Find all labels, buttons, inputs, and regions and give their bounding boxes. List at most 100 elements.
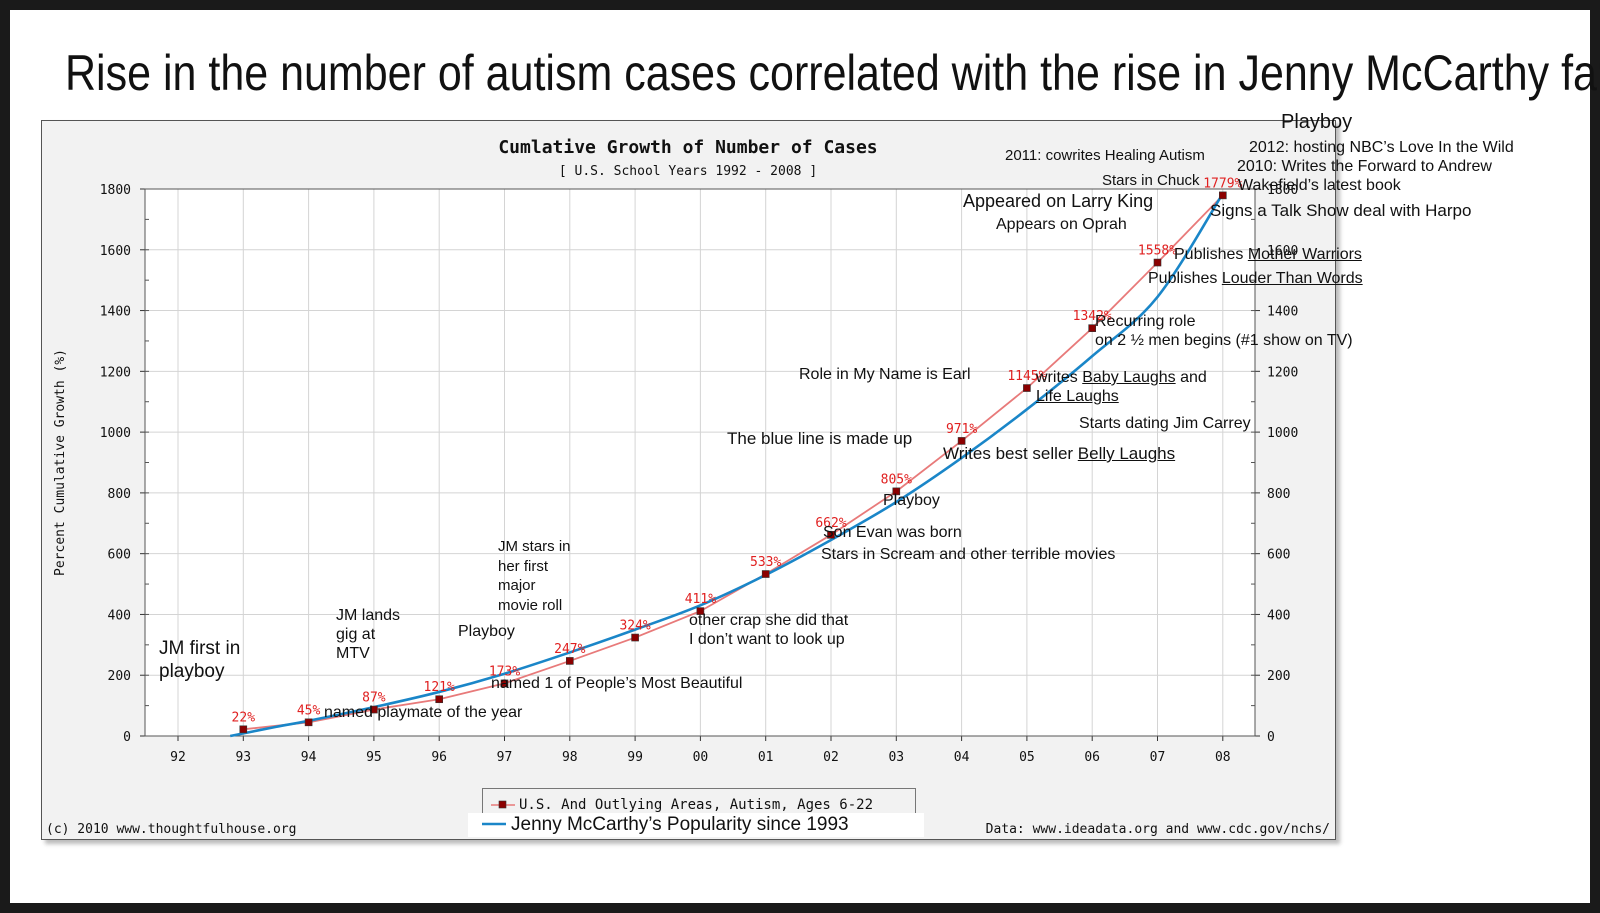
chart-subtitle: [ U.S. School Years 1992 - 2008 ]	[559, 164, 817, 179]
data-label: 1779%	[1203, 176, 1242, 191]
annotation-line: I don’t want to look up	[689, 631, 845, 649]
page-title: Rise in the number of autism cases corre…	[65, 45, 1600, 101]
data-label: 247%	[554, 642, 585, 657]
x-tick-label: 08	[1215, 750, 1231, 765]
annotation-baby-laughs: writes Baby Laughs and Life Laughs	[1036, 368, 1207, 406]
data-label: 324%	[619, 619, 650, 634]
annotation-most-beautiful: named 1 of People’s Most Beautiful	[491, 675, 743, 692]
data-point-marker	[696, 607, 705, 615]
y-tick-label-right: 1600	[1267, 244, 1298, 259]
annotation-line: her first	[498, 557, 549, 575]
data-label: 173%	[489, 664, 520, 679]
annotation-line: on 2 ½ men begins (#1 show on TV)	[1095, 332, 1353, 350]
data-label: 1558%	[1138, 244, 1177, 259]
annotation-first-movie: JM stars in her first major movie roll	[498, 537, 571, 615]
annotation-text: writes	[1036, 369, 1083, 386]
y-tick-label-right: 0	[1267, 730, 1275, 745]
book-title: Louder Than Words	[1221, 270, 1363, 287]
annotation-line: playboy	[159, 660, 225, 682]
y-tick-label: 1000	[100, 426, 131, 441]
annotation-mother-warriors: Publishes Mother Warriors	[1174, 245, 1362, 264]
legend-label-autism: U.S. And Outlying Areas, Autism, Ages 6-…	[519, 797, 874, 813]
data-point-marker	[304, 718, 313, 727]
x-tick-label: 92	[170, 750, 186, 765]
y-tick-label-right: 400	[1267, 608, 1290, 623]
annotation-first-playboy: JM first in playboy	[159, 638, 240, 684]
data-label: 45%	[297, 703, 321, 718]
data-point-marker	[1219, 191, 1227, 200]
annotation-louder-than-words: Publishes Louder Than Words	[1148, 269, 1363, 288]
data-point-marker	[565, 657, 574, 665]
plot-border	[144, 188, 1256, 737]
y-tick-label-right: 1000	[1267, 426, 1298, 441]
data-label: 662%	[815, 516, 846, 531]
annotation-text: Publishes	[1148, 270, 1222, 287]
y-axis-label: Percent Cumulative Growth (%)	[53, 349, 68, 576]
y-tick-label: 400	[108, 608, 131, 623]
annotation-playboy-97: Playboy	[458, 623, 515, 640]
y-tick-label: 1600	[100, 244, 131, 259]
footer-right: Data: www.ideadata.org and www.cdc.gov/n…	[986, 822, 1330, 837]
annotation-line: JM lands	[336, 607, 401, 624]
legend-marker-icon	[491, 800, 515, 809]
annotation-oprah: Appears on Oprah	[996, 216, 1127, 233]
x-tick-label: 04	[954, 750, 970, 765]
annotation-other-crap: other crap she did that I don’t want to …	[689, 611, 848, 649]
y-tick-label-right: 1800	[1267, 183, 1298, 198]
book-title: Mother Warriors	[1247, 246, 1362, 263]
y-tick-label: 1400	[100, 305, 131, 320]
annotation-line: MTV	[336, 645, 370, 663]
data-point-marker	[957, 437, 966, 445]
data-label: 1342%	[1073, 309, 1112, 324]
legend-popularity-box: Jenny McCarthy’s Popularity since 1993	[468, 813, 924, 837]
annotation-harpo: Signs a Talk Show deal with Harpo	[1210, 201, 1472, 220]
annotation-line: 2010: Writes the Forward to Andrew	[1237, 158, 1492, 175]
annotation-text: and	[1175, 369, 1207, 386]
data-point-marker	[1153, 258, 1162, 267]
chart-panel: 0 0 200 200 400 400 600 600 800 800 1000 1000 1200 12…	[41, 120, 1336, 840]
data-point-marker	[370, 705, 378, 714]
annotation-line: other crap she did that	[689, 612, 849, 629]
annotation-belly-laughs: Writes best seller Belly Laughs	[943, 444, 1175, 464]
y-tick-label: 600	[108, 548, 131, 563]
y-tick-label: 0	[123, 730, 131, 745]
x-tick-label: 03	[888, 750, 904, 765]
y-tick-label: 1200	[100, 365, 131, 380]
data-point-marker	[631, 633, 639, 642]
data-point-marker	[761, 570, 770, 578]
data-point-marker	[1088, 324, 1096, 332]
data-point-marker	[827, 531, 835, 539]
data-point-marker	[435, 695, 444, 704]
data-label: 22%	[232, 710, 256, 725]
y-tick-label-right: 600	[1267, 548, 1290, 563]
data-point-marker	[1023, 384, 1031, 392]
x-tick-label: 05	[1019, 750, 1035, 765]
annotation-line: movie roll	[498, 596, 563, 614]
annotation-line: major	[498, 577, 536, 594]
x-tick-label: 06	[1084, 750, 1100, 765]
data-label: 971%	[946, 422, 977, 437]
annotation-playboy-top: Playboy	[1281, 111, 1353, 133]
x-tick-label: 97	[497, 750, 513, 765]
series-autism-line	[243, 194, 1224, 731]
annotation-healing-autism: 2011: cowrites Healing Autism	[1005, 147, 1205, 164]
legend-label-popularity: Jenny McCarthy’s Popularity since 1993	[511, 814, 849, 835]
x-tick-label: 02	[823, 750, 839, 765]
annotation-line: gig at	[336, 626, 376, 644]
chart-title: Cumlative Growth of Number of Cases	[498, 137, 877, 158]
annotation-scream: Stars in Scream and other terrible movie…	[821, 546, 1116, 563]
annotation-love-in-the-wild: 2012: hosting NBC’s Love In the Wild	[1249, 139, 1514, 156]
annotation-playboy-03: Playboy	[883, 492, 940, 509]
data-point-marker	[500, 679, 509, 688]
annotation-chuck: Stars in Chuck	[1102, 172, 1200, 189]
data-label: 411%	[685, 592, 716, 607]
annotation-wakefield: 2010: Writes the Forward to Andrew Wakef…	[1237, 157, 1492, 195]
annotation-blue-line-made-up: The blue line is made up	[727, 429, 913, 448]
x-tick-label: 00	[693, 750, 709, 765]
page: Rise in the number of autism cases corre…	[10, 10, 1600, 903]
book-title: Life Laughs	[1036, 388, 1119, 406]
data-point-marker	[239, 725, 248, 734]
data-label: 121%	[424, 680, 455, 695]
annotation-my-name-is-earl: Role in My Name is Earl	[799, 366, 971, 383]
